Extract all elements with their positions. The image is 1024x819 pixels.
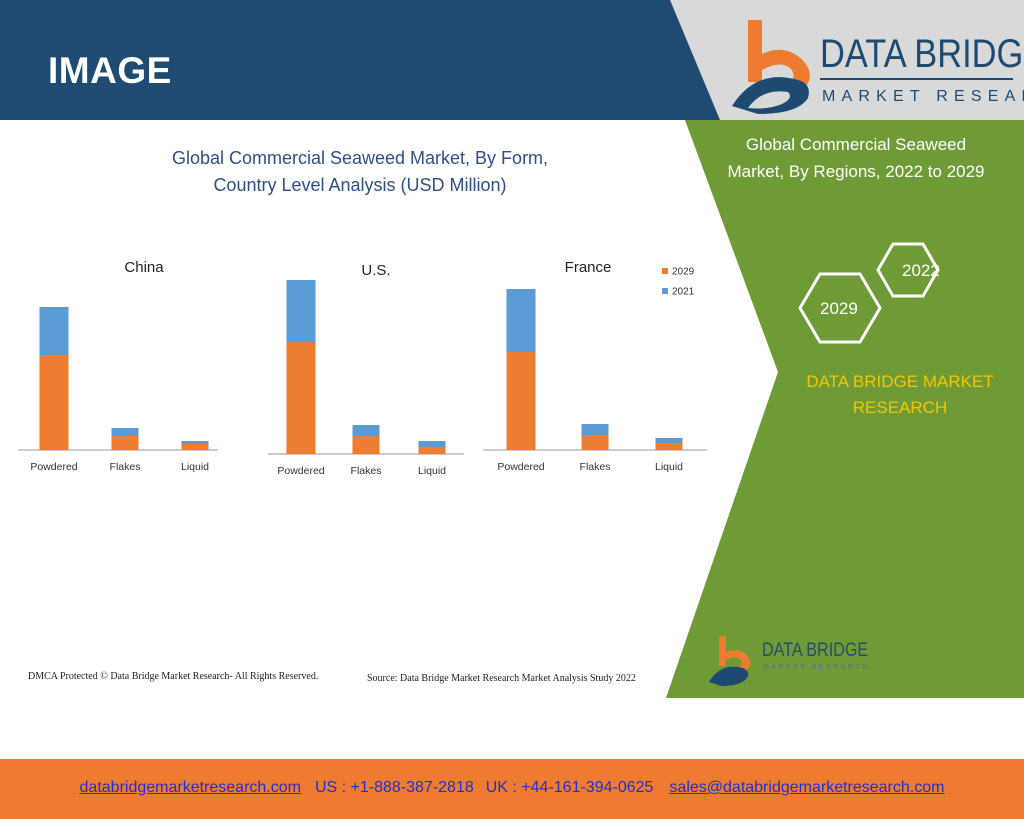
us-phone[interactable]: US : +1-888-387-2818 <box>314 779 474 796</box>
logo-tagline: MARKET RESEARCH <box>822 88 1024 105</box>
page-title: IMAGE <box>48 50 172 91</box>
footer-contacts: databridgemarketresearch.com US : +1-888… <box>0 779 1024 797</box>
brand-text-line-1: DATA BRIDGE MARKET <box>806 372 994 391</box>
bar-france-flakes-2029 <box>581 435 609 450</box>
bar-u-s-liquid-2029 <box>418 447 446 454</box>
logo-divider <box>820 78 1013 80</box>
category-label-france-liquid: Liquid <box>655 461 683 473</box>
regions-panel-title: Global Commercial Seaweed Market, By Reg… <box>706 131 1006 185</box>
footer-bar <box>0 759 1024 819</box>
bar-france-powdered-2029 <box>506 352 536 450</box>
source-note: Source: Data Bridge Market Research Mark… <box>367 673 636 684</box>
bar-u-s-powdered-2029 <box>286 342 316 454</box>
legend-swatch-2021 <box>662 288 668 294</box>
footer-spacer <box>474 779 486 797</box>
bar-china-powdered-2021 <box>39 307 69 355</box>
bar-france-liquid-2021 <box>655 438 683 443</box>
bar-china-powdered-2029 <box>39 355 69 450</box>
chart-title: Global Commercial Seaweed Market, By For… <box>130 145 590 199</box>
bar-u-s-flakes-2029 <box>352 436 380 454</box>
bar-france-liquid-2029 <box>655 443 683 450</box>
regions-title-line-2: Market, By Regions, 2022 to 2029 <box>727 162 985 181</box>
data-bridge-logo[interactable]: DATA BRIDGE MARKET RESEARCH <box>728 18 1024 118</box>
header-background <box>0 0 720 120</box>
bar-china-liquid-2029 <box>181 444 209 450</box>
regions-title-line-1: Global Commercial Seaweed <box>745 135 967 154</box>
bar-france-powdered-2021 <box>506 289 536 352</box>
category-label-france-flakes: Flakes <box>580 461 611 473</box>
hexagon-year-2022: 2022 <box>902 261 940 280</box>
category-label-china-flakes: Flakes <box>110 461 141 473</box>
data-bridge-logo-mark-icon <box>732 20 810 114</box>
footer-spacer <box>653 779 669 797</box>
chart-title-line-1: Global Commercial Seaweed Market, By For… <box>171 148 549 168</box>
brand-highlight-text: DATA BRIDGE MARKET RESEARCH <box>790 369 1010 421</box>
panel-title-u-s: U.S. <box>361 262 390 279</box>
bar-u-s-liquid-2021 <box>418 441 446 447</box>
legend-label-2021: 2021 <box>672 287 695 298</box>
dmca-notice: DMCA Protected © Data Bridge Market Rese… <box>28 671 319 682</box>
uk-phone[interactable]: UK : +44-161-394-0625 <box>485 779 654 796</box>
category-label-china-liquid: Liquid <box>181 461 209 473</box>
bar-u-s-flakes-2021 <box>352 425 380 436</box>
bar-china-flakes-2029 <box>111 436 139 450</box>
brand-text-line-2: RESEARCH <box>852 398 948 417</box>
bar-china-flakes-2021 <box>111 428 139 436</box>
hexagon-year-2029: 2029 <box>820 299 858 318</box>
chart-title-line-2: Country Level Analysis (USD Million) <box>213 175 507 195</box>
bar-u-s-powdered-2021 <box>286 280 316 342</box>
mini-logo-brand-name: DATA BRIDGE <box>762 640 869 661</box>
hexagon-2029-icon <box>798 272 882 344</box>
logo-brand-name: DATA BRIDGE <box>820 32 1024 76</box>
header-bar: IMAGE DATA BRIDGE MARKET RESEARCH <box>0 0 1024 120</box>
legend-swatch-2029 <box>662 268 668 274</box>
email-link[interactable]: sales@databridgemarketresearch.com <box>669 779 945 796</box>
category-label-france-powdered: Powdered <box>497 461 544 473</box>
mini-data-bridge-logo: DATA BRIDGE MARKET RESEARCH <box>707 636 887 686</box>
panel-title-france: France <box>565 259 612 276</box>
website-link[interactable]: databridgemarketresearch.com <box>79 779 301 796</box>
category-label-u-s-flakes: Flakes <box>351 465 382 477</box>
panel-title-china: China <box>124 259 164 276</box>
bar-france-flakes-2021 <box>581 424 609 435</box>
category-label-u-s-powdered: Powdered <box>277 465 324 477</box>
bar-china-liquid-2021 <box>181 441 209 444</box>
legend-label-2029: 2029 <box>672 267 695 278</box>
year-hexagons: 2022 2029 <box>798 242 940 344</box>
form-charts: China Powdered Flakes Liquid U.S. Powdered Fla… <box>18 259 707 477</box>
mini-logo-tagline: MARKET RESEARCH <box>763 664 871 671</box>
hexagon-2022-icon <box>876 242 940 298</box>
mini-logo-mark-icon <box>709 636 751 686</box>
category-label-u-s-liquid: Liquid <box>418 465 446 477</box>
category-label-china-powdered: Powdered <box>30 461 77 473</box>
footer-spacer <box>301 779 315 797</box>
